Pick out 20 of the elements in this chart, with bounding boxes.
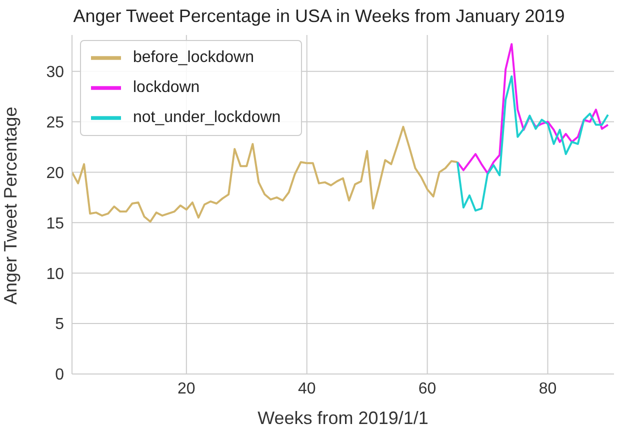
legend-label: lockdown (133, 79, 200, 96)
chart-title: Anger Tweet Percentage in USA in Weeks from January 2019 (72, 6, 566, 27)
line-series (456, 43, 609, 174)
y-tick-label: 25 (46, 114, 64, 132)
legend-label: not_under_lockdown (133, 109, 281, 126)
y-tick-label: 15 (46, 215, 64, 232)
y-tick-label: 20 (46, 164, 64, 182)
x-axis-title: Weeks from 2019/1/1 (258, 408, 428, 428)
line-series (456, 75, 609, 212)
y-tick-label: 30 (46, 64, 64, 81)
x-tick-label: 20 (178, 380, 196, 398)
x-tick-label: 60 (418, 380, 436, 398)
line-series (72, 126, 458, 223)
y-tick-label: 5 (55, 316, 64, 334)
y-tick-label: 0 (55, 366, 64, 384)
x-tick-label: 40 (298, 380, 316, 398)
x-tick-label: 80 (538, 380, 557, 398)
y-tick-label: 10 (46, 266, 64, 283)
y-axis-title: Anger Tweet Percentage (0, 106, 20, 304)
legend-label: before_lockdown (133, 49, 254, 66)
